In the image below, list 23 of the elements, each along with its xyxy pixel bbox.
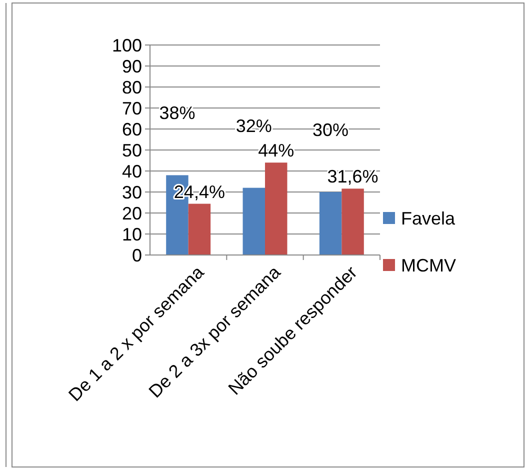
data-label: 44% xyxy=(258,140,294,161)
y-tick-label: 0 xyxy=(132,245,142,266)
legend-label: Favela xyxy=(401,208,456,228)
data-label: 38% xyxy=(159,103,196,124)
data-label: 32% xyxy=(236,116,272,136)
y-tick-label: 70 xyxy=(122,98,142,118)
y-tick-label: 60 xyxy=(122,119,142,140)
y-tick-label: 40 xyxy=(122,161,142,182)
y-tick-label: 50 xyxy=(122,140,142,160)
data-label: 30% xyxy=(312,120,349,140)
bar xyxy=(242,188,265,255)
data-label: 31,6% xyxy=(327,166,378,187)
bar xyxy=(342,188,364,255)
bar xyxy=(265,162,288,255)
y-tick-label: 80 xyxy=(122,77,142,98)
y-tick-label: 30 xyxy=(122,182,142,202)
bar xyxy=(319,192,342,255)
y-tick-label: 10 xyxy=(122,224,142,244)
y-tick-label: 20 xyxy=(122,203,142,224)
y-tick-label: 100 xyxy=(112,35,142,56)
legend-label: MCMV xyxy=(401,255,456,276)
bar xyxy=(188,204,211,255)
y-tick-label: 90 xyxy=(122,56,142,76)
